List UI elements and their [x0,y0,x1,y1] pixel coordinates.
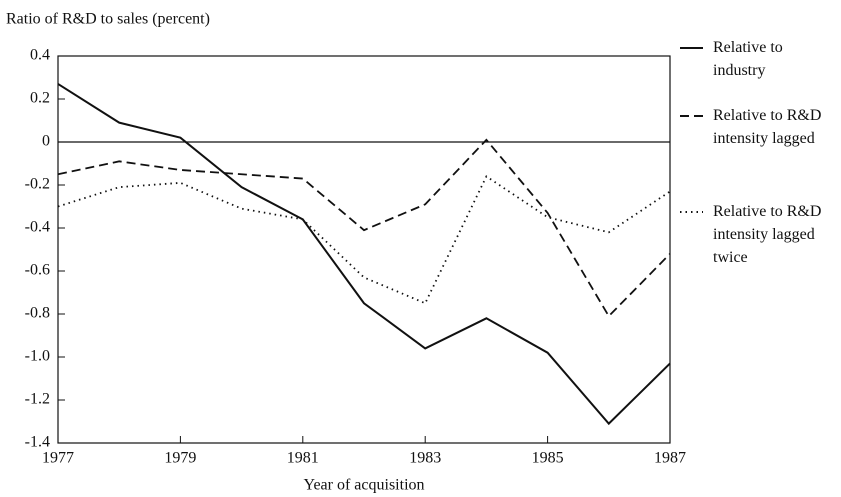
y-tick-label: -1.2 [25,391,50,408]
x-tick-label: 1983 [409,450,441,467]
y-tick-label: 0 [42,133,50,150]
y-tick-label: -0.4 [25,219,50,236]
x-tick-label: 1987 [654,450,686,467]
x-tick-label: 1979 [164,450,196,467]
y-tick-label: -1.0 [25,348,50,365]
y-axis-label: Ratio of R&D to sales (percent) [6,11,210,28]
series-line [57,83,671,426]
series-line [57,175,671,305]
x-tick-label: 1985 [532,450,564,467]
x-tick-label: 1977 [42,450,74,467]
y-tick-label: 0.4 [30,47,50,64]
y-tick-label: -0.2 [25,176,50,193]
y-tick-label: -0.6 [25,262,50,279]
y-tick-label: -0.8 [25,305,50,322]
y-tick-label: 0.2 [30,90,50,107]
legend-label: Relative to R&D intensity lagged [713,107,822,147]
legend-label: Relative to industry [713,39,783,79]
series-line [57,138,671,318]
legend-label: Relative to R&D intensity lagged twice [713,203,822,266]
y-tick-label: -1.4 [25,434,50,451]
x-tick-label: 1981 [287,450,319,467]
plot-frame [57,55,671,444]
x-axis-label: Year of acquisition [303,477,424,494]
